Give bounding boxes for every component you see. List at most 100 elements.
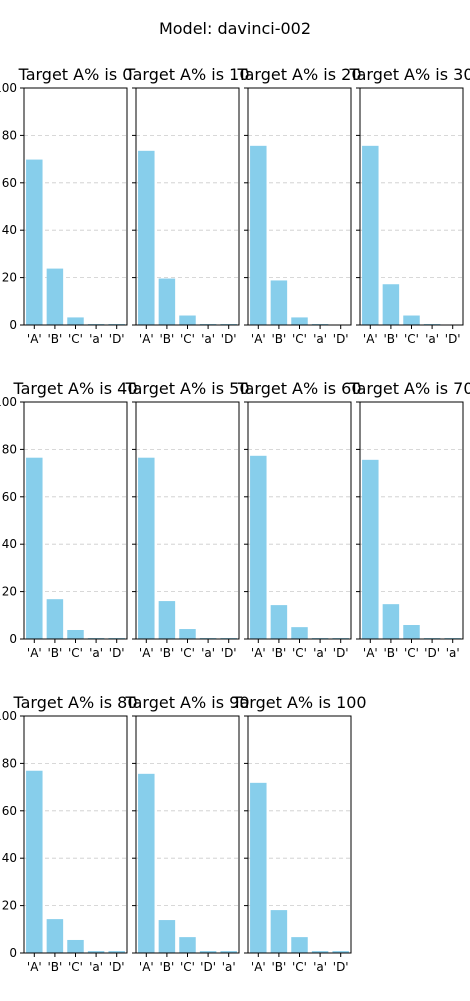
x-tick-label: 'D'	[333, 646, 349, 660]
x-tick-label: 'a'	[446, 646, 460, 660]
x-tick-label: 'B'	[383, 332, 398, 346]
x-tick-label: 'a'	[89, 960, 103, 974]
x-tick-label: 'A'	[251, 646, 266, 660]
x-tick-label: 'D'	[333, 332, 349, 346]
x-tick-label: 'A'	[363, 646, 378, 660]
bar-1	[138, 457, 155, 639]
x-tick-label: 'C'	[180, 646, 195, 660]
y-tick-label: 40	[2, 851, 17, 865]
x-tick-label: 'D'	[200, 960, 216, 974]
subplot-title: Target A% is 90	[124, 693, 249, 712]
x-tick-label: 'D'	[109, 646, 125, 660]
bar-5	[108, 951, 125, 953]
x-tick-label: 'C'	[292, 960, 307, 974]
bar-1	[250, 145, 267, 325]
x-tick-label: 'a'	[222, 960, 236, 974]
y-tick-label: 80	[2, 442, 17, 456]
subplot-6: 'A' 'B' 'C' 'a' 'D' Target A% is 50	[124, 379, 249, 660]
bar-3	[291, 627, 308, 639]
x-tick-label: 'B'	[159, 332, 174, 346]
y-tick-label: 0	[9, 632, 17, 646]
bar-1	[250, 782, 267, 953]
x-tick-label: 'B'	[159, 646, 174, 660]
x-tick-label: 'B'	[271, 960, 286, 974]
x-tick-label: 'B'	[271, 332, 286, 346]
bar-2	[158, 278, 176, 325]
bar-3	[67, 317, 84, 325]
subplot-title: Target A% is 20	[236, 65, 361, 84]
x-tick-label: 'C'	[404, 332, 419, 346]
subplot-title: Target A% is 10	[124, 65, 249, 84]
y-tick-label: 60	[2, 490, 17, 504]
x-tick-label: 'A'	[251, 332, 266, 346]
subplot-title: Target A% is 80	[12, 693, 137, 712]
x-tick-label: 'C'	[180, 960, 195, 974]
bar-3	[179, 315, 196, 325]
bar-3	[179, 629, 196, 639]
bar-3	[403, 625, 420, 639]
bar-2	[46, 268, 64, 325]
y-tick-label: 100	[0, 709, 17, 723]
bar-3	[179, 937, 196, 953]
bar-2	[158, 601, 176, 639]
subplot-2: 'A' 'B' 'C' 'a' 'D' Target A% is 10	[124, 65, 249, 346]
subplot-9: 0 20 40 60 80 100 'A' 'B' 'C' 'a' 'D' Target A% is …	[0, 693, 138, 974]
bar-2	[270, 910, 288, 953]
x-tick-label: 'a'	[313, 646, 327, 660]
x-tick-label: 'D'	[221, 646, 237, 660]
x-tick-label: 'A'	[139, 646, 154, 660]
y-tick-label: 60	[2, 804, 17, 818]
x-tick-label: 'D'	[109, 960, 125, 974]
x-tick-label: 'C'	[68, 646, 83, 660]
bar-1	[138, 150, 155, 325]
bar-3	[291, 317, 308, 325]
x-tick-label: 'B'	[271, 646, 286, 660]
x-tick-label: 'a'	[89, 332, 103, 346]
subplot-11: 'A' 'B' 'C' 'a' 'D' Target A% is 100	[231, 693, 366, 974]
y-tick-label: 0	[9, 946, 17, 960]
subplot-grid: 0 20 40 60 80 100 'A' 'B' 'C' 'a' 'D' Target A% is …	[0, 65, 470, 974]
bar-1	[26, 159, 43, 325]
x-tick-label: 'A'	[27, 960, 42, 974]
bar-5	[332, 951, 349, 953]
subplot-5: 0 20 40 60 80 100 'A' 'B' 'C' 'a' 'D' Target A% is …	[0, 379, 138, 660]
bar-3	[291, 937, 308, 953]
y-tick-label: 20	[2, 271, 17, 285]
x-tick-label: 'a'	[201, 646, 215, 660]
bar-1	[26, 457, 43, 639]
x-tick-label: 'A'	[27, 646, 42, 660]
y-tick-label: 40	[2, 537, 17, 551]
subplot-title: Target A% is 60	[236, 379, 361, 398]
x-tick-label: 'a'	[89, 646, 103, 660]
subplot-title: Target A% is 40	[12, 379, 137, 398]
y-tick-label: 80	[2, 128, 17, 142]
x-tick-label: 'C'	[180, 332, 195, 346]
bar-1	[250, 455, 267, 639]
subplot-7: 'A' 'B' 'C' 'a' 'D' Target A% is 60	[236, 379, 361, 660]
x-tick-label: 'B'	[47, 960, 62, 974]
x-tick-label: 'a'	[425, 332, 439, 346]
x-tick-label: 'C'	[68, 960, 83, 974]
bar-1	[362, 459, 379, 639]
bar-2	[270, 280, 288, 325]
bar-2	[382, 604, 400, 639]
x-tick-label: 'A'	[251, 960, 266, 974]
x-tick-label: 'A'	[363, 332, 378, 346]
bar-5	[220, 951, 237, 953]
bar-3	[403, 315, 420, 325]
subplot-8: 'A' 'B' 'C' 'D' 'a' Target A% is 70	[348, 379, 470, 660]
subplot-title: Target A% is 100	[231, 693, 366, 712]
subplot-1: 0 20 40 60 80 100 'A' 'B' 'C' 'a' 'D' Target A% is …	[0, 65, 132, 346]
x-tick-label: 'A'	[27, 332, 42, 346]
x-tick-label: 'B'	[159, 960, 174, 974]
bar-2	[46, 599, 64, 639]
bar-1	[138, 773, 155, 953]
subplot-title: Target A% is 30	[348, 65, 470, 84]
subplot-10: 'A' 'B' 'C' 'D' 'a' Target A% is 90	[124, 693, 249, 974]
x-tick-label: 'D'	[221, 332, 237, 346]
y-tick-label: 20	[2, 899, 17, 913]
x-tick-label: 'B'	[47, 646, 62, 660]
x-tick-label: 'B'	[47, 332, 62, 346]
bar-1	[26, 770, 43, 953]
